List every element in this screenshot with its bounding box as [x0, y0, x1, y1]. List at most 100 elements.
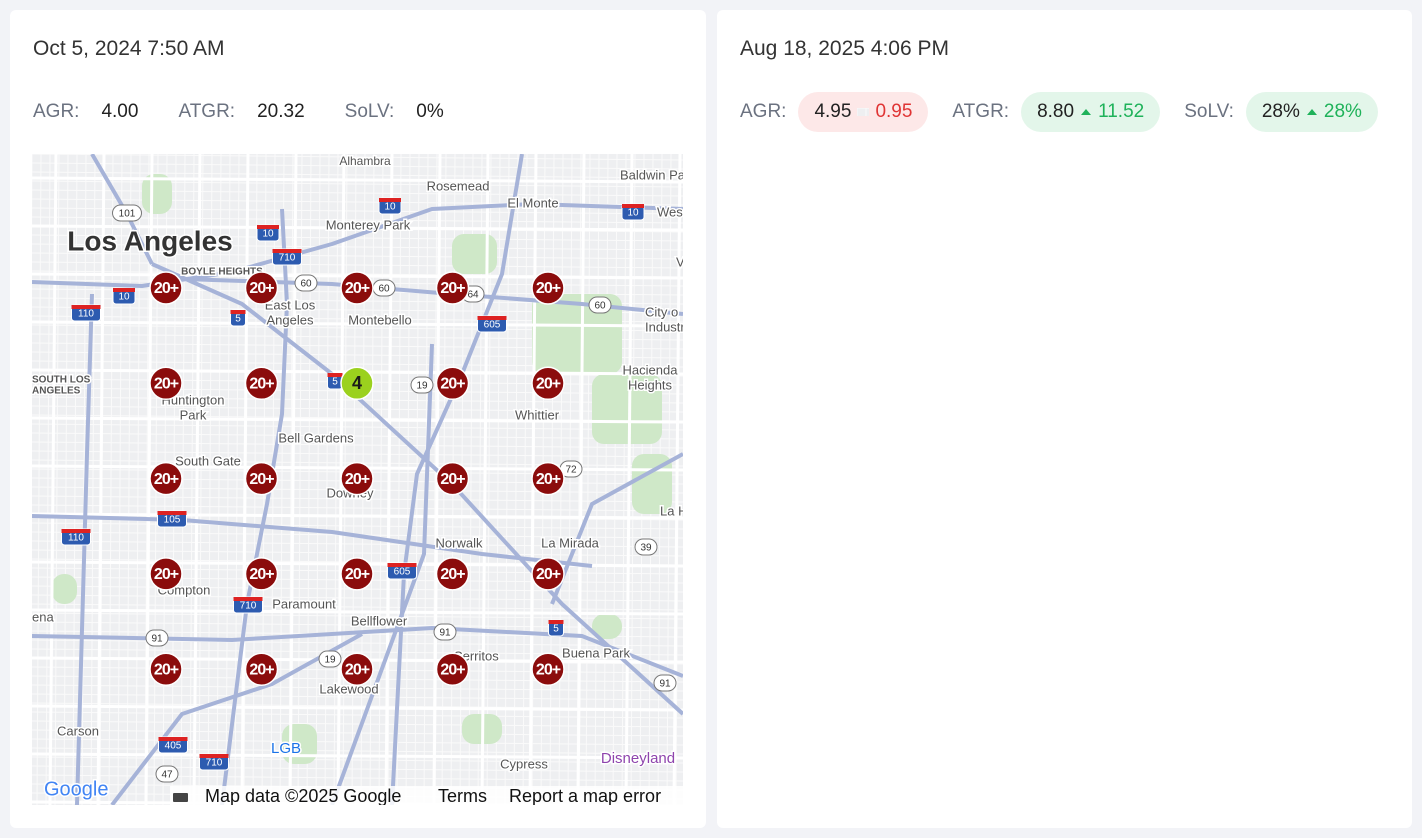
marker-label: 20+: [536, 661, 561, 678]
street: [603, 154, 609, 805]
map-logo: Google: [44, 778, 109, 800]
street: [32, 603, 683, 611]
shield-label: 5: [235, 314, 241, 325]
metric: SoLV: 0%: [345, 101, 444, 123]
street: [32, 756, 683, 764]
shield-label: 10: [118, 292, 130, 303]
marker-label: 20+: [154, 376, 179, 393]
metrics: AGR: 4.00 ATGR: 20.32 SoLV: 0%: [33, 92, 484, 132]
street: [522, 154, 528, 805]
place-label: Industr: [645, 319, 683, 334]
arterial: [32, 176, 683, 184]
metric-label: AGR:: [33, 101, 80, 122]
marker-label: 20+: [345, 661, 370, 678]
street: [32, 180, 683, 188]
shield: [634, 538, 658, 556]
street: [585, 154, 591, 805]
shield-label: 64: [467, 290, 479, 301]
place-label: Wes: [657, 204, 683, 219]
park: [532, 294, 622, 374]
place-label: City o: [645, 304, 678, 319]
marker-label: 20+: [440, 376, 465, 393]
metric-delta: 0.95: [875, 101, 913, 122]
street: [32, 720, 683, 728]
metric-label: SoLV:: [1184, 101, 1234, 122]
arrow-shape: [1081, 109, 1092, 115]
shield-label: 60: [378, 284, 390, 295]
marker-label: 20+: [154, 566, 179, 583]
shield-label: 72: [565, 465, 577, 476]
place-label: Alhambra: [339, 154, 391, 168]
place-label: Hacienda: [623, 362, 679, 377]
trend-arrow: [1081, 109, 1092, 115]
place-label: Bell Gardens: [278, 430, 354, 445]
marker-label: 20+: [249, 471, 274, 488]
shield-label: 5: [332, 377, 338, 388]
grid-marker: [340, 366, 374, 401]
grid-marker: [244, 461, 279, 496]
arterial: [192, 154, 202, 805]
street: [32, 648, 683, 656]
marker-label: 20+: [345, 280, 370, 297]
street: [567, 154, 573, 805]
street: [32, 621, 683, 629]
arterial: [48, 154, 58, 805]
street: [32, 693, 683, 701]
grid-marker: [244, 557, 279, 591]
shield: [433, 623, 457, 641]
terms-link[interactable]: Terms: [438, 786, 487, 805]
shield-top: [327, 373, 343, 377]
place-label: ena: [32, 609, 54, 624]
report-link[interactable]: Report a map error: [509, 786, 661, 805]
marker-label: 20+: [536, 566, 561, 583]
park: [142, 174, 172, 214]
street: [32, 774, 683, 782]
street: [32, 504, 683, 512]
map-background: [857, 108, 870, 116]
street: [32, 216, 683, 224]
place-label: LGB: [271, 740, 301, 757]
metric-pill: 28% 28%: [1245, 92, 1378, 132]
shield-top: [233, 597, 263, 601]
shield: [410, 376, 434, 394]
shield-top: [622, 204, 644, 208]
metric-value: 28%: [1261, 101, 1300, 122]
street: [32, 495, 683, 503]
marker-label: 20+: [154, 471, 179, 488]
grid-marker: [435, 557, 470, 591]
shield-top: [230, 310, 246, 314]
shield: [318, 650, 342, 668]
metric-label: AGR:: [740, 101, 787, 122]
metric-value: 20.32: [257, 101, 305, 122]
metric-value: 4.95: [814, 101, 852, 122]
metric-value: 4.00: [101, 101, 139, 122]
place-label: Angeles: [267, 312, 314, 327]
street: [32, 549, 683, 557]
park: [52, 574, 77, 604]
park: [592, 374, 662, 444]
shield: [588, 296, 612, 314]
street: [32, 234, 683, 242]
shield-label: 91: [151, 634, 163, 645]
marker-label: 20+: [345, 471, 370, 488]
shield-label: 105: [164, 515, 181, 526]
shield-top: [199, 754, 229, 758]
street: [612, 154, 618, 805]
arterial: [32, 752, 683, 760]
trend-arrow: [1306, 109, 1317, 115]
grid-marker: [244, 652, 279, 686]
place-label: South Gate: [175, 453, 241, 468]
marker-label: 20+: [249, 661, 274, 678]
metric: ATGR: 20.32: [178, 101, 304, 123]
marker-label: 20+: [249, 376, 274, 393]
arterial: [32, 704, 683, 712]
shield-label: 10: [384, 202, 396, 213]
shield-label: 110: [68, 533, 84, 544]
place-label: Disneyland: [601, 750, 675, 767]
place-label: BOYLE HEIGHTS: [181, 267, 263, 278]
grid-marker: [435, 366, 470, 401]
metric-pill: 8.80 11.52: [1021, 92, 1161, 132]
shield-label: 19: [416, 381, 428, 392]
shield-top: [272, 249, 302, 253]
